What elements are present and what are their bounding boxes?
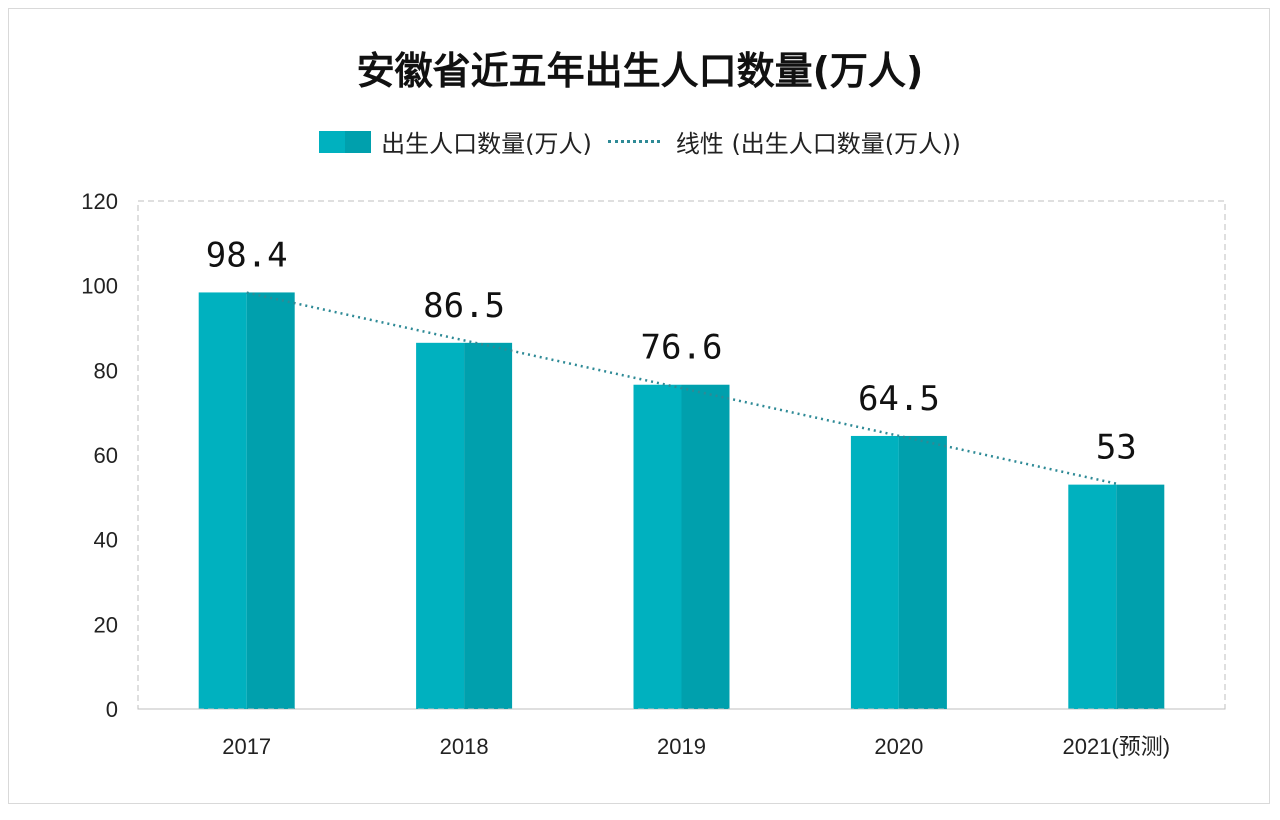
y-tick-label: 40 xyxy=(94,528,118,553)
bar xyxy=(1068,484,1117,709)
legend-swatch-bars xyxy=(319,130,372,153)
data-label: 64.5 xyxy=(858,379,940,419)
legend-label-bars: 出生人口数量(万人) xyxy=(381,130,592,158)
legend: 出生人口数量(万人) 线性 (出生人口数量(万人)) xyxy=(0,124,1280,159)
plot-border xyxy=(137,200,1226,710)
x-tick-label: 2021(预测) xyxy=(1062,734,1170,759)
x-tick-label: 2018 xyxy=(440,734,489,759)
legend-label-trendline: 线性 (出生人口数量(万人)) xyxy=(675,130,961,158)
bar xyxy=(633,384,682,709)
x-tick-label: 2019 xyxy=(657,734,706,759)
bar-shade xyxy=(246,292,295,709)
bar-shade xyxy=(898,435,947,709)
data-label: 98.4 xyxy=(206,235,288,275)
x-tick-label: 2017 xyxy=(222,734,271,759)
y-tick-label: 80 xyxy=(94,358,118,383)
data-label: 76.6 xyxy=(641,328,723,368)
chart-frame xyxy=(8,8,1270,804)
x-tick-label: 2020 xyxy=(874,734,923,759)
legend-swatch-trendline xyxy=(607,140,660,143)
bar xyxy=(416,342,465,709)
y-tick-label: 60 xyxy=(94,443,118,468)
y-tick-label: 0 xyxy=(106,697,118,722)
bar-shade xyxy=(464,342,513,709)
data-label: 86.5 xyxy=(423,286,505,326)
y-tick-label: 20 xyxy=(94,612,118,637)
y-tick-label: 120 xyxy=(81,189,118,214)
trendline xyxy=(246,291,1117,485)
bar xyxy=(850,435,899,709)
data-label: 53 xyxy=(1096,428,1137,468)
y-tick-label: 100 xyxy=(81,274,118,299)
chart-title: 安徽省近五年出生人口数量(万人) xyxy=(356,49,924,93)
bar-shade xyxy=(1116,484,1165,709)
bar-shade xyxy=(681,384,730,709)
bar xyxy=(198,292,247,709)
